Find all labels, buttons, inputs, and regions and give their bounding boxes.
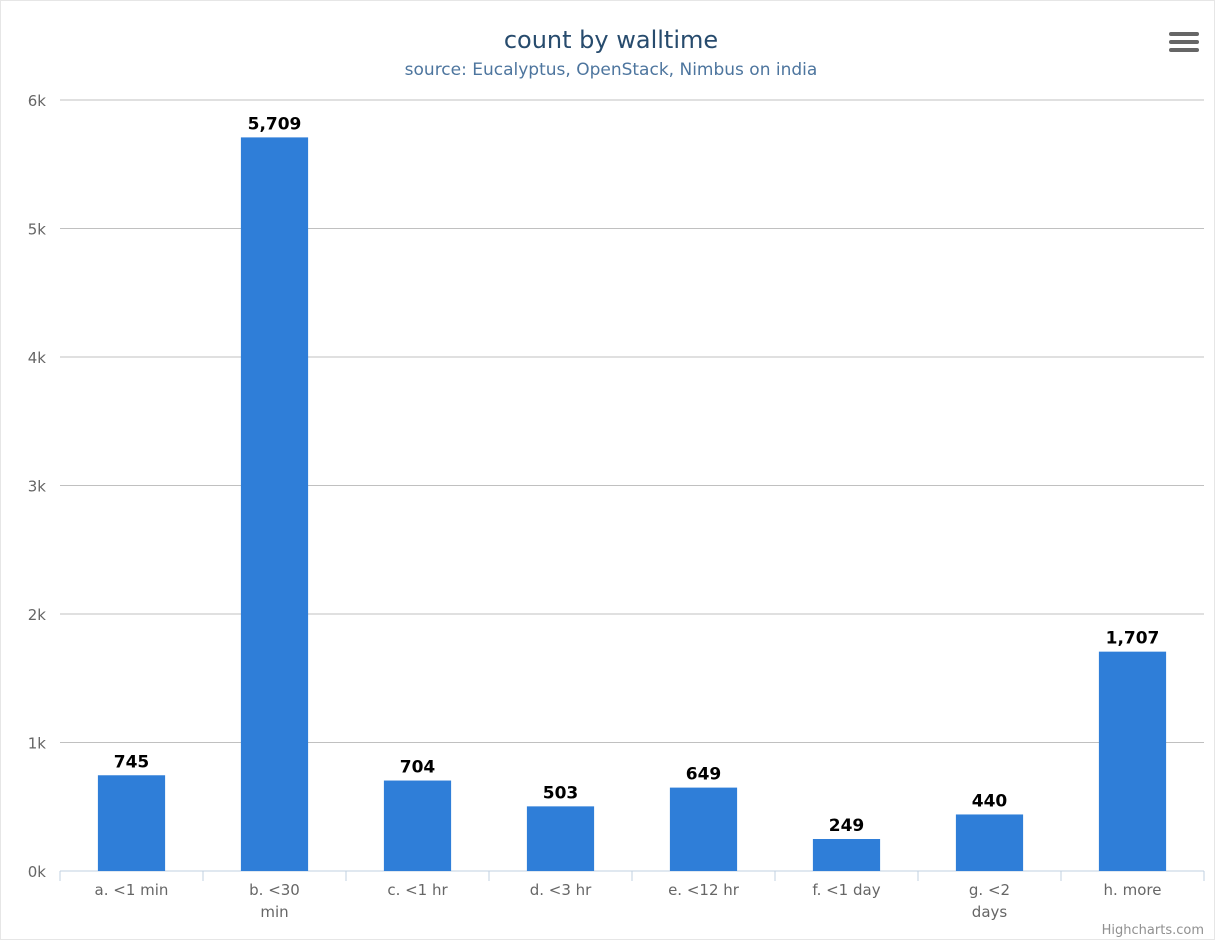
y-tick-label: 0k xyxy=(28,863,47,881)
y-tick-label: 6k xyxy=(28,92,47,110)
chart-menu-button[interactable] xyxy=(1162,28,1199,58)
x-tick-label: b. <30 min xyxy=(249,881,300,921)
chart-title: count by walltime xyxy=(504,26,718,54)
x-tick-label-line: c. <1 hr xyxy=(387,881,448,899)
data-label: 1,707 xyxy=(1106,629,1160,649)
x-tick-label: h. more xyxy=(1104,881,1162,899)
x-tick-label: a. <1 min xyxy=(95,881,169,899)
bar xyxy=(97,775,166,871)
x-tick-label-line: min xyxy=(260,903,288,921)
data-label: 745 xyxy=(114,752,150,772)
hamburger-menu-icon-bar xyxy=(1169,40,1199,44)
y-tick-label: 2k xyxy=(28,606,47,624)
bar xyxy=(812,839,881,871)
bar xyxy=(383,780,452,871)
x-tick-label-line: d. <3 hr xyxy=(530,881,592,899)
data-label: 704 xyxy=(400,758,436,778)
x-tick-label-line: e. <12 hr xyxy=(668,881,740,899)
bar xyxy=(240,137,309,871)
bar xyxy=(669,787,738,871)
y-tick-label: 4k xyxy=(28,349,47,367)
x-tick-label-line: b. <30 xyxy=(249,881,300,899)
bar xyxy=(955,814,1024,871)
x-tick-label-line: f. <1 day xyxy=(812,881,880,899)
y-tick-label: 1k xyxy=(28,735,47,753)
data-label: 503 xyxy=(543,783,579,803)
x-tick-label: d. <3 hr xyxy=(530,881,592,899)
x-tick-label-line: h. more xyxy=(1104,881,1162,899)
x-tick-label-line: a. <1 min xyxy=(95,881,169,899)
x-tick-label: g. <2 days xyxy=(969,881,1010,921)
chart-subtitle: source: Eucalyptus, OpenStack, Nimbus on… xyxy=(405,60,818,80)
x-tick-label: e. <12 hr xyxy=(668,881,740,899)
data-label: 440 xyxy=(972,791,1008,811)
credits-link[interactable]: Highcharts.com xyxy=(1102,923,1204,938)
x-tick-label: f. <1 day xyxy=(812,881,880,899)
y-tick-label: 3k xyxy=(28,478,47,496)
data-label: 249 xyxy=(829,816,865,836)
x-tick-label: c. <1 hr xyxy=(387,881,448,899)
x-tick-label-line: g. <2 xyxy=(969,881,1010,899)
y-tick-label: 5k xyxy=(28,221,47,239)
hamburger-menu-icon-bar xyxy=(1169,48,1199,52)
data-label: 649 xyxy=(686,765,722,785)
bar xyxy=(526,806,595,871)
bar xyxy=(1098,651,1167,871)
x-tick-label-line: days xyxy=(972,903,1008,921)
hamburger-menu-icon xyxy=(1169,32,1199,36)
data-label: 5,709 xyxy=(248,114,302,134)
